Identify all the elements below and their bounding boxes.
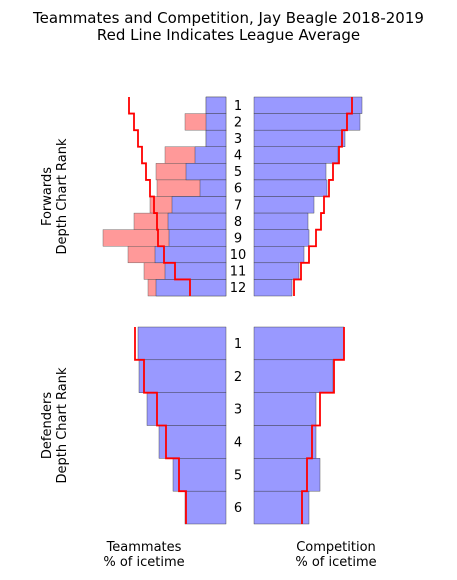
competition-xlabel: Competition — [296, 540, 376, 555]
defenders-rank-label: 6 — [234, 501, 242, 516]
forwards-competition-bar-5 — [253, 163, 327, 181]
forwards-rank-label: 1 — [234, 99, 242, 114]
forwards-rank-label: 10 — [230, 248, 247, 263]
forwards-teammates-bar-10 — [154, 246, 227, 264]
defenders-competition-bar-4 — [253, 425, 317, 459]
forwards-competition-bar-3 — [253, 129, 346, 147]
defenders-teammates-bar-1 — [137, 326, 227, 361]
forwards-rank-label: 2 — [234, 115, 242, 130]
forwards-competition-bar-4 — [253, 146, 339, 164]
forwards-rank-label: 7 — [234, 198, 242, 213]
defenders-ylabel-line: Defenders — [40, 392, 55, 459]
forwards-competition-bar-8 — [253, 212, 309, 230]
defenders-competition-bar-2 — [253, 359, 334, 393]
forwards-ylabel-line: Depth Chart Rank — [55, 138, 70, 255]
forwards-competition-bar-10 — [253, 246, 305, 264]
defenders-teammates-bar-3 — [146, 392, 227, 426]
defenders-rank-label: 1 — [234, 337, 242, 352]
forwards-competition-bar-6 — [253, 179, 328, 197]
forwards-teammates-bar-6 — [199, 179, 227, 197]
defenders-rank-label: 5 — [234, 468, 242, 483]
defenders-competition-bar-1 — [253, 326, 345, 361]
forwards-rank-label: 4 — [234, 149, 242, 164]
forwards-competition-bar-11 — [253, 262, 300, 280]
defenders-rank-label: 2 — [234, 370, 242, 385]
defenders-teammates-league-line — [134, 327, 187, 524]
defenders-teammates-bar-5 — [172, 458, 227, 492]
forwards-teammates-bar-3 — [205, 129, 227, 147]
forwards-ylabel: ForwardsDepth Chart Rank — [40, 138, 70, 255]
forwards-rank-label: 12 — [230, 281, 247, 296]
forwards-teammates-bar-9 — [168, 229, 227, 247]
defenders-teammates-bar-6 — [184, 490, 227, 525]
forwards-ylabel-line: Forwards — [40, 167, 55, 226]
forwards-competition-bar-2 — [253, 113, 361, 131]
forwards-rank-label: 6 — [234, 182, 242, 197]
forwards-competition-bar-12 — [253, 279, 293, 297]
defenders-rank-label: 3 — [234, 403, 242, 418]
defenders-ylabel-line: Depth Chart Rank — [55, 367, 70, 484]
forwards-teammates-bar-2 — [205, 113, 227, 131]
forwards-rank-label: 8 — [234, 215, 242, 230]
defenders-competition-league-line — [301, 327, 345, 524]
forwards-teammates-bar-7 — [171, 196, 227, 214]
competition-xlabel: % of icetime — [295, 555, 376, 570]
defenders-ylabel: DefendersDepth Chart Rank — [40, 367, 70, 484]
forwards-teammates-bar-8 — [167, 212, 227, 230]
teammates-xlabel: Teammates — [106, 540, 182, 555]
defenders-competition-bar-6 — [253, 490, 310, 525]
forwards-teammates-league-line — [128, 97, 191, 296]
forwards-competition-league-line — [293, 97, 353, 296]
forwards-teammates-bar-12 — [155, 279, 227, 297]
forwards-competition-bar-7 — [253, 196, 315, 214]
defenders-teammates-bar-2 — [138, 359, 227, 393]
defenders-teammates-bar-4 — [158, 425, 227, 459]
defenders-rank-label: 4 — [234, 435, 242, 450]
forwards-rank-label: 5 — [234, 165, 242, 180]
forwards-teammates-bar-4 — [194, 146, 227, 164]
forwards-teammates-bar-5 — [185, 163, 227, 181]
forwards-rank-label: 3 — [234, 132, 242, 147]
forwards-teammates-bar-1 — [205, 96, 227, 114]
chart-subtitle: Red Line Indicates League Average — [96, 26, 361, 44]
chart-title: Teammates and Competition, Jay Beagle 20… — [33, 9, 424, 27]
teammates-xlabel: % of icetime — [103, 555, 184, 570]
forwards-rank-label: 9 — [234, 231, 242, 246]
forwards-competition-bar-1 — [253, 96, 363, 114]
defenders-competition-bar-5 — [253, 458, 321, 492]
defenders-competition-bar-3 — [253, 392, 317, 426]
forwards-rank-label: 11 — [230, 265, 247, 280]
forwards-competition-bar-9 — [253, 229, 310, 247]
